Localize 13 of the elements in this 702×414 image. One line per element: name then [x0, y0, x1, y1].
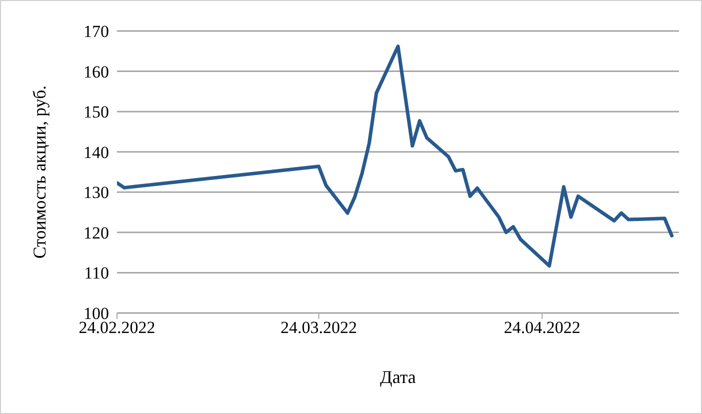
- line-series: [117, 44, 674, 268]
- y-tick-label: 120: [84, 223, 109, 242]
- x-tick-label: 24.04.2022: [504, 318, 580, 338]
- x-axis-title: Дата: [380, 367, 416, 387]
- y-tick-label: 150: [84, 102, 109, 122]
- x-tick-label: 24.02.2022: [78, 318, 156, 338]
- y-tick-label: 130: [84, 183, 109, 202]
- y-tick-label: 170: [84, 22, 109, 42]
- x-tick-label: 24.03.2022: [280, 318, 357, 338]
- y-axis-title: Стоимость акции, руб.: [29, 85, 50, 259]
- y-tick-label: 140: [84, 142, 109, 162]
- y-tick-label: 160: [84, 62, 109, 82]
- y-tick-label: 110: [84, 264, 109, 283]
